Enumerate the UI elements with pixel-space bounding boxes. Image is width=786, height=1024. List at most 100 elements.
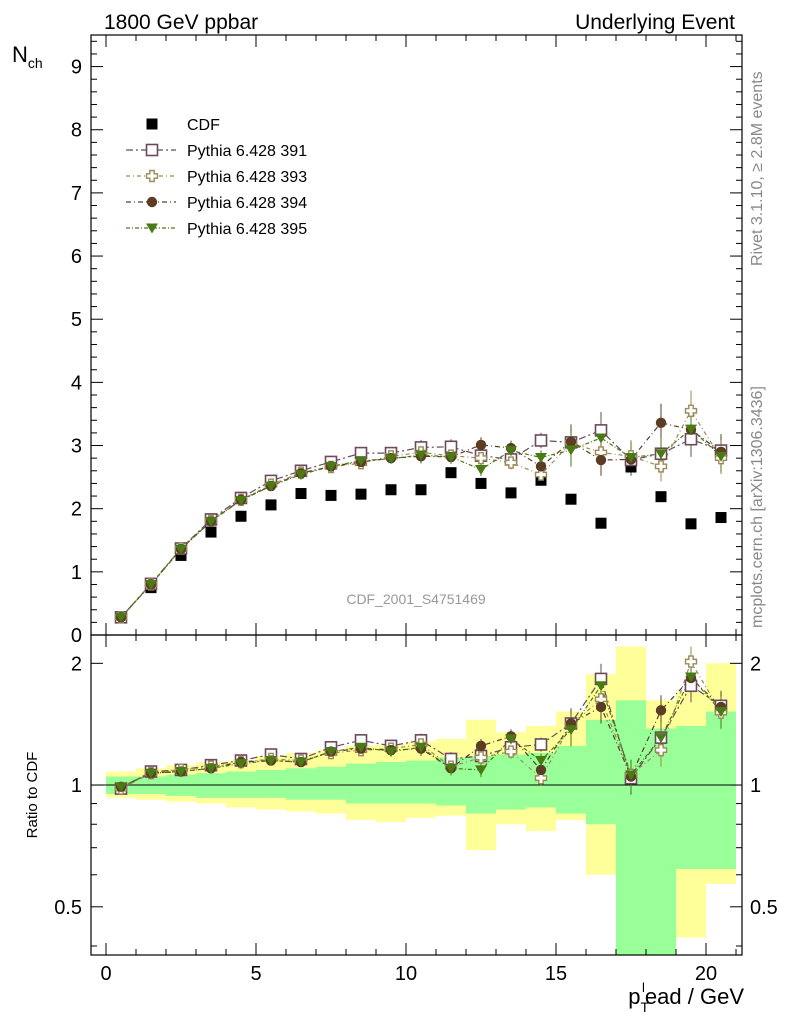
marker-cdf xyxy=(595,517,607,529)
marker-p395 xyxy=(655,449,667,460)
marker-p395 xyxy=(655,733,667,744)
band-inner xyxy=(406,760,436,804)
marker-cdf xyxy=(625,461,637,473)
band-inner xyxy=(256,769,286,798)
y-tick-label: 5 xyxy=(71,309,82,331)
legend-label-p394: Pythia 6.428 394 xyxy=(187,195,307,212)
marker-cdf xyxy=(715,512,727,524)
marker-p394 xyxy=(655,705,667,716)
marker-p394 xyxy=(655,417,667,428)
marker-cdf xyxy=(475,477,487,489)
legend-marker-p394 xyxy=(146,196,158,208)
legend-marker-cdf xyxy=(146,118,158,130)
marker-p395 xyxy=(325,747,337,758)
marker-cdf xyxy=(685,518,697,530)
marker-cdf xyxy=(205,526,217,538)
marker-cdf xyxy=(565,493,577,505)
marker-p395 xyxy=(685,672,697,683)
marker-cdf xyxy=(415,484,427,496)
band-inner xyxy=(706,711,736,870)
header-right: Underlying Event xyxy=(575,11,735,34)
x-tick-label: 0 xyxy=(100,963,111,985)
marker-p395 xyxy=(385,454,397,465)
band-inner xyxy=(346,763,376,804)
marker-cdf xyxy=(355,488,367,500)
marker-p395 xyxy=(295,757,307,768)
marker-p395 xyxy=(205,516,217,527)
header-left: 1800 GeV ppbar xyxy=(104,11,258,34)
legend: CDF Pythia 6.428 391 Pythia 6.428 393 Pythi… xyxy=(126,117,307,238)
marker-p394 xyxy=(475,439,487,451)
marker-p395 xyxy=(565,725,577,736)
band-inner xyxy=(376,762,406,804)
marker-p393 xyxy=(684,404,698,417)
legend-marker-p393 xyxy=(145,169,159,183)
xlabel: pTlead / GeV xyxy=(628,980,744,1015)
marker-p395 xyxy=(265,481,277,492)
marker-p395 xyxy=(535,453,547,464)
band-inner xyxy=(286,768,316,800)
x-tick-label: 10 xyxy=(395,963,417,985)
xlabel-sub: T xyxy=(640,999,649,1015)
marker-p395 xyxy=(175,544,187,555)
main-ylabel: Nch xyxy=(12,42,43,71)
marker-p393 xyxy=(474,451,488,465)
ratio-y-tick-label: 0.5 xyxy=(54,897,82,919)
marker-p395 xyxy=(115,612,127,623)
band-inner xyxy=(676,725,706,870)
x-tick-label: 20 xyxy=(695,963,717,985)
y-tick-label: 2 xyxy=(71,499,82,521)
side-text-top: Rivet 3.1.10, ≥ 2.8M events xyxy=(749,71,766,266)
marker-p393 xyxy=(474,751,488,764)
axis-ticks: 0 5 10 15 20 0 1 2 3 4 5 6 7 8 9 0.5 0.5 1 1 2 2 xyxy=(54,35,778,985)
y-tick-label: 4 xyxy=(71,372,82,394)
marker-p395 xyxy=(235,759,247,770)
marker-p395 xyxy=(355,742,367,753)
marker-p395 xyxy=(595,433,607,444)
marker-p395 xyxy=(295,470,307,481)
marker-p395 xyxy=(505,446,517,457)
main-ylabel-sub: ch xyxy=(28,55,43,71)
y-tick-label: 9 xyxy=(71,57,82,79)
marker-p395 xyxy=(145,768,157,779)
marker-cdf xyxy=(175,549,187,561)
marker-p394 xyxy=(565,436,577,447)
legend-label-p391: Pythia 6.428 391 xyxy=(187,143,307,160)
ratio-y-tick-label-right: 1 xyxy=(750,775,761,797)
legend-marker-p391 xyxy=(145,143,159,157)
band-inner xyxy=(616,700,646,955)
marker-p393 xyxy=(534,468,548,481)
marker-p393 xyxy=(504,456,518,469)
marker-p395 xyxy=(175,767,187,778)
band-inner xyxy=(586,719,616,825)
marker-p395 xyxy=(535,756,547,767)
marker-p395 xyxy=(205,763,217,774)
marker-p394 xyxy=(535,461,547,472)
ratio-y-tick-label-right: 0.5 xyxy=(750,897,778,919)
marker-cdf xyxy=(505,487,517,499)
analysis-tag: CDF_2001_S4751469 xyxy=(346,591,486,607)
marker-p395 xyxy=(385,747,397,758)
ratio-bands xyxy=(106,646,736,955)
marker-p395 xyxy=(715,707,727,718)
series-markers xyxy=(114,404,728,795)
legend-marker-p395 xyxy=(146,223,158,234)
marker-p395 xyxy=(355,456,367,467)
marker-p395 xyxy=(235,495,247,506)
marker-p393 xyxy=(654,743,668,757)
marker-cdf xyxy=(655,491,667,503)
ratio-y-tick-label-right: 2 xyxy=(750,653,761,675)
marker-p394 xyxy=(595,454,607,466)
marker-p395 xyxy=(565,445,577,456)
ratio-frame xyxy=(90,634,743,956)
xlabel-main: p xyxy=(628,984,640,1009)
marker-cdf xyxy=(265,499,277,511)
marker-p393 xyxy=(654,460,668,473)
marker-cdf xyxy=(295,488,307,500)
marker-p395 xyxy=(475,765,487,776)
ratio-y-tick-label: 1 xyxy=(71,775,82,797)
y-tick-label: 8 xyxy=(71,120,82,142)
x-tick-label: 5 xyxy=(250,963,261,985)
marker-p393 xyxy=(504,745,518,758)
marker-p395 xyxy=(265,756,277,767)
